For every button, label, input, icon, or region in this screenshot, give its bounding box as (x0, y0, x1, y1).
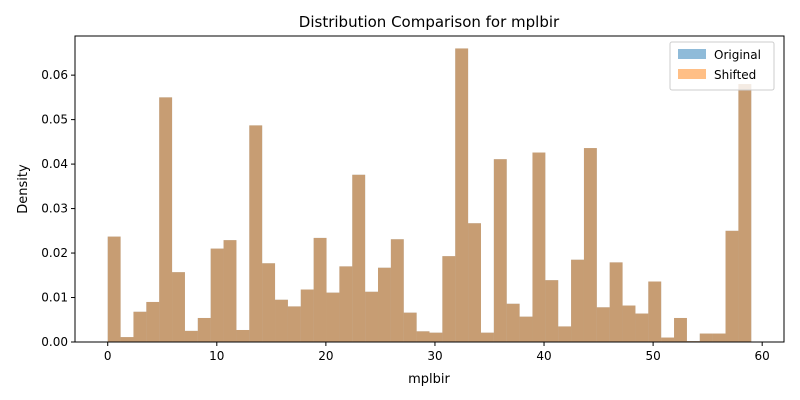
bar-shifted-40 (622, 305, 636, 342)
x-tick-label: 10 (209, 349, 224, 363)
bar-shifted-7 (197, 317, 211, 342)
x-tick-label: 0 (104, 349, 112, 363)
plot-frame (74, 35, 785, 343)
x-axis-label: mplbir (408, 372, 450, 387)
bar-shifted-37 (583, 148, 597, 342)
bar-shifted-20 (365, 291, 379, 342)
x-tick-label: 20 (318, 349, 333, 363)
y-axis-label: Density (16, 164, 31, 214)
bar-shifted-15 (300, 289, 314, 342)
legend-label-shifted: Shifted (714, 68, 756, 82)
legend-swatch-original (678, 49, 706, 59)
bar-shifted-46 (699, 333, 713, 342)
bar-shifted-41 (635, 313, 649, 342)
bar-shifted-19 (352, 174, 366, 342)
bar-shifted-31 (506, 303, 520, 342)
bar-shifted-24 (416, 331, 430, 342)
bar-shifted-10 (236, 329, 250, 342)
bar-shifted-42 (648, 281, 662, 342)
y-tick-label: 0.01 (41, 291, 68, 305)
bar-shifted-39 (609, 262, 623, 342)
y-tick-label: 0.06 (41, 68, 68, 82)
bar-shifted-3 (146, 301, 160, 342)
x-tick-label: 50 (645, 349, 660, 363)
bar-shifted-5 (172, 272, 185, 342)
y-tick-label: 0.00 (41, 335, 68, 349)
bar-shifted-43 (661, 337, 675, 342)
bar-shifted-13 (275, 299, 288, 342)
x-tick-label: 60 (755, 349, 770, 363)
bar-shifted-21 (378, 267, 391, 342)
bar-shifted-8 (210, 248, 224, 342)
bar-shifted-11 (249, 125, 263, 342)
bar-shifted-17 (326, 292, 340, 342)
y-tick-label: 0.04 (41, 157, 68, 171)
y-tick-label: 0.02 (41, 246, 68, 260)
bar-shifted-30 (493, 159, 507, 342)
bar-shifted-14 (287, 306, 301, 342)
bar-shifted-47 (712, 333, 726, 342)
y-axis-ticks: 0.00 0.01 0.02 0.03 0.04 0.05 0.06 (41, 68, 75, 349)
bar-shifted-34 (545, 280, 559, 342)
bar-shifted-38 (596, 307, 610, 342)
y-tick-label: 0.05 (41, 113, 68, 127)
legend: Original Shifted (669, 41, 775, 91)
bar-shifted-22 (390, 239, 404, 342)
bar-shifted-2 (133, 311, 147, 342)
bar-shifted-9 (223, 240, 237, 342)
bar-shifted-18 (339, 266, 353, 342)
bar-shifted-32 (519, 316, 533, 342)
bar-shifted-29 (480, 332, 494, 342)
bar-shifted-48 (725, 230, 739, 342)
bar-shifted-28 (468, 223, 481, 342)
legend-label-original: Original (714, 48, 761, 62)
y-tick-label: 0.03 (41, 202, 68, 216)
bar-shifted-35 (558, 326, 572, 342)
bar-shifted-16 (313, 237, 327, 342)
x-axis-ticks: 0 10 20 30 40 50 60 (104, 342, 770, 363)
bar-shifted-44 (674, 317, 687, 342)
bar-shifted-1 (120, 337, 134, 342)
bar-shifted-0 (107, 236, 121, 342)
bar-shifted-27 (455, 48, 469, 342)
bar-shifted-26 (442, 256, 456, 342)
legend-swatch-shifted (678, 69, 706, 79)
bar-shifted-25 (429, 332, 443, 342)
bar-shifted-33 (532, 152, 546, 342)
bar-shifted-36 (571, 259, 584, 342)
x-tick-label: 40 (536, 349, 551, 363)
x-tick-label: 30 (427, 349, 442, 363)
bar-shifted-12 (262, 263, 276, 342)
bar-shifted-4 (159, 97, 173, 343)
bar-shifted-23 (403, 312, 417, 342)
chart-title: Distribution Comparison for mplbir (299, 13, 560, 31)
bar-shifted-6 (184, 330, 198, 342)
bars-layer (107, 48, 752, 343)
bar-shifted-49 (738, 84, 752, 342)
